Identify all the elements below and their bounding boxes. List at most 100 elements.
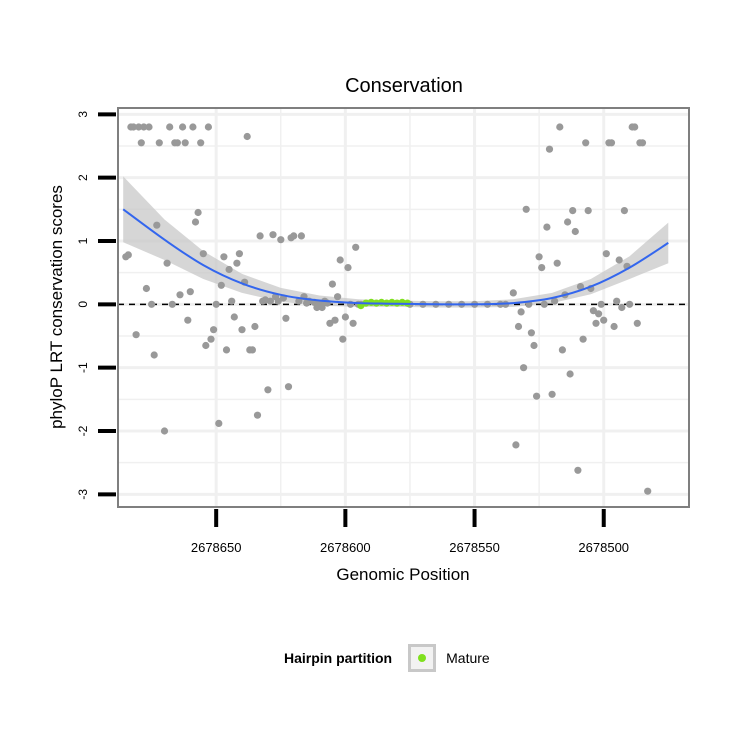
x-tick-label: 2678650 [191,540,242,555]
data-point [540,300,548,308]
data-point [150,351,158,359]
data-point [282,314,290,322]
panel-border [117,107,690,508]
data-point [522,205,530,213]
data-point [597,300,605,308]
data-point [202,341,210,350]
y-tick-label: -3 [76,489,90,500]
data-point [543,223,551,231]
legend-title: Hairpin partition [284,650,393,666]
data-point [142,284,150,293]
chart-title: Conservation [345,75,463,97]
legend-dot-icon [418,654,427,662]
data-point [235,250,243,258]
data-point [253,411,262,419]
data-point [602,250,610,258]
data-point [160,427,169,435]
data-point [297,232,305,240]
data-point [318,303,326,312]
data-point [199,250,207,258]
data-point [344,264,352,272]
data-point [274,297,282,305]
data-point [600,316,608,324]
data-point [153,221,161,229]
data-point [222,346,231,354]
data-point [535,253,543,261]
data-point [339,335,347,343]
data-point [556,123,564,131]
data-point [553,259,561,267]
data-point [334,293,342,301]
y-tick-label: 0 [76,301,90,308]
data-point [212,300,220,308]
data-point [349,319,357,327]
y-tick-label: -1 [76,362,90,373]
data-point [189,123,197,131]
data-point [207,335,215,343]
data-point [545,145,554,153]
data-point [352,243,360,251]
data-point [277,236,285,244]
data-point [579,335,587,343]
data-point [638,139,647,147]
data-point [595,310,603,318]
data-point [341,313,349,321]
legend-label-mature: Mature [446,650,490,666]
data-point [132,331,140,339]
data-point [137,139,145,147]
data-point [194,208,202,217]
data-point [607,139,616,147]
data-point [509,289,517,297]
data-point [582,139,590,147]
data-point [569,207,577,215]
data-point [264,386,272,394]
data-point [186,288,194,296]
data-point [517,308,525,316]
data-point [269,231,277,239]
data-point [538,264,546,272]
data-point [520,364,528,372]
data-point [148,300,156,308]
data-point [166,123,174,131]
y-tick-label: 3 [76,111,90,118]
data-point [618,303,626,312]
data-point [633,319,641,327]
data-point [184,316,192,324]
y-tick-label: -2 [76,425,90,436]
data-point [163,259,171,267]
data-point [548,390,556,398]
data-point [571,227,579,236]
data-point [135,123,143,131]
data-point [251,322,259,331]
data-point [225,265,233,274]
y-axis-label: phyloP LRT conservation scores [47,185,66,429]
data-point [514,322,523,331]
data-point [145,123,153,131]
x-axis-label: Genomic Position [336,565,469,584]
data-point [191,218,200,226]
data-point [210,326,218,334]
data-point [584,207,592,215]
y-tick-label: 1 [76,237,90,244]
data-point [631,123,639,131]
x-tick-label: 2678550 [449,540,500,555]
data-point [533,392,541,400]
data-point [238,326,246,334]
data-point [644,487,652,495]
data-point [527,329,536,337]
data-point [551,297,559,305]
x-tick-label: 2678500 [578,540,629,555]
data-point [256,232,264,240]
x-tick-label: 2678600 [320,540,371,555]
data-point [328,280,336,288]
y-tick-label: 2 [76,174,90,181]
data-point [204,123,212,131]
data-point [243,132,251,141]
legend: Hairpin partition Mature [284,640,490,676]
data-point [220,253,228,261]
data-point [589,307,598,315]
data-point [230,313,238,321]
data-point [233,259,241,267]
data-point [620,207,629,215]
